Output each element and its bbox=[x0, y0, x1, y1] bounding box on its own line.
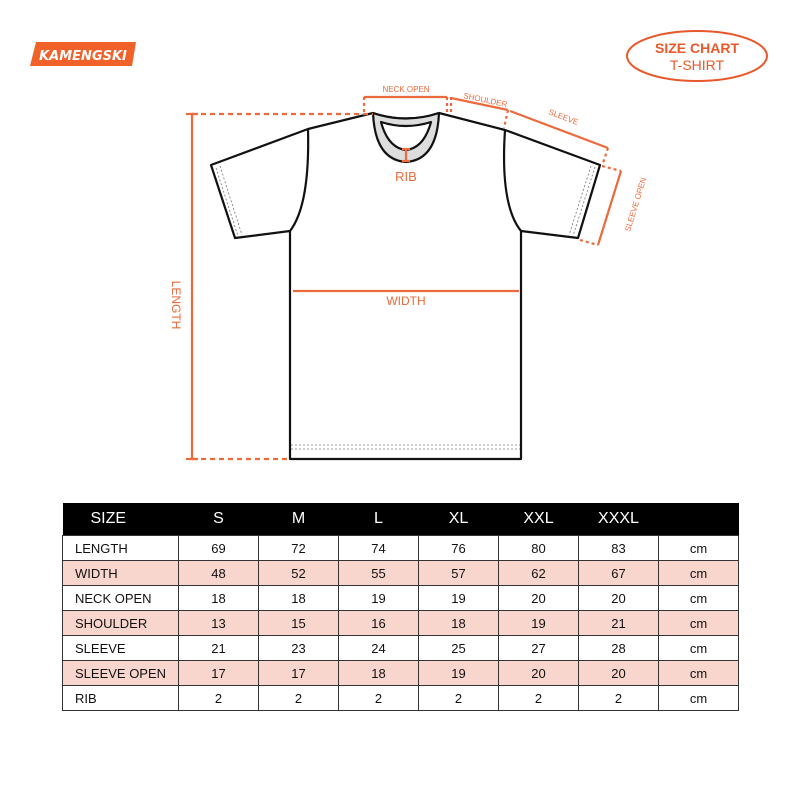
row-label: RIB bbox=[62, 685, 179, 711]
header-xl: XL bbox=[418, 503, 499, 536]
row-label: SHOULDER bbox=[62, 610, 179, 636]
header-size: SIZE bbox=[62, 503, 179, 536]
brand-logo: KAMENGSKI bbox=[30, 42, 136, 66]
value-cell: 20 bbox=[498, 585, 579, 611]
value-cell: 2 bbox=[178, 685, 259, 711]
table-row: RIB 2 2 2 2 2 2 cm bbox=[62, 685, 739, 711]
unit-cell: cm bbox=[658, 535, 739, 561]
table-row: SHOULDER 13 15 16 18 19 21 cm bbox=[62, 610, 739, 636]
unit-cell: cm bbox=[658, 685, 739, 711]
value-cell: 72 bbox=[258, 535, 339, 561]
tshirt-outline bbox=[209, 111, 602, 461]
value-cell: 55 bbox=[338, 560, 419, 586]
unit-cell: cm bbox=[658, 560, 739, 586]
value-cell: 52 bbox=[258, 560, 339, 586]
unit-cell: cm bbox=[658, 660, 739, 686]
header-s: S bbox=[178, 503, 259, 536]
value-cell: 2 bbox=[338, 685, 419, 711]
table-row: SLEEVE OPEN 17 17 18 19 20 20 cm bbox=[62, 660, 739, 686]
value-cell: 48 bbox=[178, 560, 259, 586]
value-cell: 20 bbox=[498, 660, 579, 686]
value-cell: 69 bbox=[178, 535, 259, 561]
value-cell: 20 bbox=[578, 585, 659, 611]
value-cell: 19 bbox=[338, 585, 419, 611]
size-table: SIZE S M L XL XXL XXXL LENGTH 69 72 74 76 80 8… bbox=[62, 503, 739, 711]
tshirt-diagram: KAMENGSKI SIZE CHART T-SHIRT bbox=[30, 30, 768, 461]
value-cell: 24 bbox=[338, 635, 419, 661]
value-cell: 13 bbox=[178, 610, 259, 636]
shoulder-label: SHOULDER bbox=[463, 91, 509, 109]
value-cell: 19 bbox=[418, 660, 499, 686]
value-cell: 18 bbox=[338, 660, 419, 686]
measure-lines bbox=[186, 95, 623, 461]
sleeve-open-label: SLEEVE OPEN bbox=[623, 176, 648, 232]
header-unit bbox=[658, 503, 739, 536]
header-xxxl: XXXL bbox=[578, 503, 659, 536]
width-label: WIDTH bbox=[386, 294, 425, 308]
value-cell: 19 bbox=[418, 585, 499, 611]
table-row: SLEEVE 21 23 24 25 27 28 cm bbox=[62, 635, 739, 661]
header-m: M bbox=[258, 503, 339, 536]
value-cell: 2 bbox=[258, 685, 339, 711]
value-cell: 57 bbox=[418, 560, 499, 586]
header-xxl: XXL bbox=[498, 503, 579, 536]
value-cell: 74 bbox=[338, 535, 419, 561]
svg-text:KAMENGSKI: KAMENGSKI bbox=[39, 49, 127, 64]
value-cell: 18 bbox=[258, 585, 339, 611]
row-label: WIDTH bbox=[62, 560, 179, 586]
svg-text:T-SHIRT: T-SHIRT bbox=[670, 57, 725, 73]
stitch-lines bbox=[215, 165, 596, 450]
size-chart-badge: SIZE CHART T-SHIRT bbox=[626, 30, 768, 82]
value-cell: 21 bbox=[578, 610, 659, 636]
value-cell: 83 bbox=[578, 535, 659, 561]
value-cell: 21 bbox=[178, 635, 259, 661]
table-row: NECK OPEN 18 18 19 19 20 20 cm bbox=[62, 585, 739, 611]
rib-label: RIB bbox=[395, 169, 417, 184]
value-cell: 80 bbox=[498, 535, 579, 561]
value-cell: 25 bbox=[418, 635, 499, 661]
value-cell: 18 bbox=[178, 585, 259, 611]
value-cell: 67 bbox=[578, 560, 659, 586]
value-cell: 18 bbox=[418, 610, 499, 636]
value-cell: 16 bbox=[338, 610, 419, 636]
value-cell: 15 bbox=[258, 610, 339, 636]
unit-cell: cm bbox=[658, 585, 739, 611]
row-label: NECK OPEN bbox=[62, 585, 179, 611]
table-row: WIDTH 48 52 55 57 62 67 cm bbox=[62, 560, 739, 586]
value-cell: 76 bbox=[418, 535, 499, 561]
length-label: LENGTH bbox=[169, 281, 183, 330]
value-cell: 2 bbox=[418, 685, 499, 711]
sleeve-label: SLEEVE bbox=[547, 107, 579, 127]
row-label: LENGTH bbox=[62, 535, 179, 561]
value-cell: 20 bbox=[578, 660, 659, 686]
table-header: SIZE S M L XL XXL XXXL bbox=[62, 503, 739, 536]
value-cell: 23 bbox=[258, 635, 339, 661]
row-label: SLEEVE OPEN bbox=[62, 660, 179, 686]
unit-cell: cm bbox=[658, 635, 739, 661]
row-label: SLEEVE bbox=[62, 635, 179, 661]
value-cell: 2 bbox=[578, 685, 659, 711]
value-cell: 19 bbox=[498, 610, 579, 636]
value-cell: 17 bbox=[178, 660, 259, 686]
value-cell: 28 bbox=[578, 635, 659, 661]
svg-text:SIZE CHART: SIZE CHART bbox=[655, 40, 739, 56]
value-cell: 62 bbox=[498, 560, 579, 586]
header-l: L bbox=[338, 503, 419, 536]
value-cell: 27 bbox=[498, 635, 579, 661]
value-cell: 2 bbox=[498, 685, 579, 711]
value-cell: 17 bbox=[258, 660, 339, 686]
unit-cell: cm bbox=[658, 610, 739, 636]
table-row: LENGTH 69 72 74 76 80 83 cm bbox=[62, 535, 739, 561]
neck-open-label: NECK OPEN bbox=[382, 85, 429, 94]
